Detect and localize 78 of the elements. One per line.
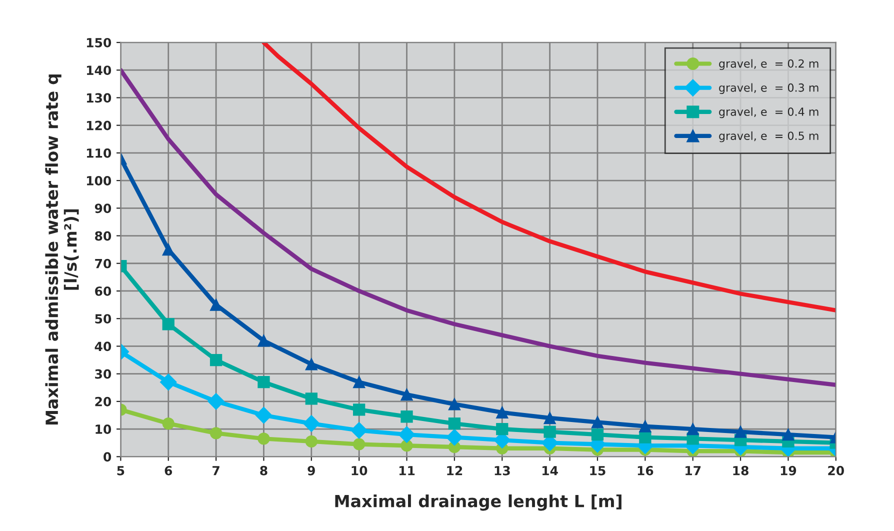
x-tick-label: 14 (542, 466, 558, 476)
y-tick-label: 80 (95, 231, 112, 241)
legend-label: gravel, e = 0.2 m (719, 59, 818, 70)
y-tick-label: 150 (86, 38, 112, 48)
y-tick-label: 40 (94, 342, 112, 352)
point (350, 422, 368, 439)
x-tick-label: 19 (780, 466, 796, 476)
point (353, 404, 366, 416)
point (400, 388, 413, 401)
y-tick-label: 120 (86, 120, 112, 130)
point (448, 417, 461, 430)
x-tick-label: 20 (828, 466, 844, 476)
point (160, 374, 177, 390)
point (734, 426, 747, 438)
y-tick-label: 90 (94, 204, 112, 214)
point (305, 392, 318, 405)
point (258, 376, 270, 388)
point (258, 334, 270, 347)
point (639, 431, 652, 444)
legend-label: gravel, e = 0.3 m (719, 83, 818, 94)
point (353, 376, 366, 388)
x-tick-label: 18 (733, 466, 748, 476)
point (255, 406, 272, 424)
x-tick-label: 9 (308, 466, 315, 476)
x-tick-label: 16 (638, 466, 654, 476)
y-tick-label: 70 (95, 258, 112, 268)
point (162, 243, 174, 256)
line-series (120, 68, 836, 387)
point (448, 398, 461, 410)
y-tick-label: 20 (95, 396, 112, 406)
y-tick-label: 0 (104, 452, 112, 462)
point (544, 426, 556, 438)
x-tick-label: 7 (212, 466, 220, 476)
point (400, 440, 413, 452)
point (544, 412, 556, 424)
point (303, 415, 320, 432)
x-tick-label: 5 (117, 466, 124, 476)
x-tick-label: 15 (590, 466, 606, 476)
point (258, 432, 270, 445)
y-tick-label: 30 (95, 369, 112, 379)
x-tick-label: 6 (164, 466, 172, 476)
point (210, 354, 222, 366)
x-tick-label: 12 (447, 466, 462, 476)
legend-label: gravel, e = 0.4 m (719, 107, 818, 118)
y-tick-label: 140 (86, 66, 112, 76)
point (496, 406, 508, 419)
point (210, 298, 222, 311)
point (162, 417, 174, 430)
x-tick-label: 10 (352, 466, 368, 476)
point (400, 410, 413, 423)
x-tick-label: 11 (399, 466, 415, 476)
point (446, 428, 463, 446)
y-axis-title: Maximal admissible water flow rate q [l/s(.m²)] (45, 74, 79, 425)
y-tick-label: 100 (86, 176, 112, 186)
line-series (262, 42, 836, 312)
point (591, 428, 604, 441)
point (782, 428, 794, 441)
point (398, 426, 416, 443)
point (353, 438, 366, 450)
y-tick-label: 50 (95, 314, 112, 324)
point (305, 358, 318, 370)
legend-label: gravel, e = 0.5 m (719, 131, 818, 142)
point (305, 435, 318, 448)
x-tick-label: 13 (494, 466, 510, 476)
point (162, 318, 174, 330)
x-tick-label: 8 (260, 466, 268, 476)
y-tick-label: 130 (86, 93, 112, 103)
x-axis-title: Maximal drainage lenght L [m] (335, 494, 622, 511)
point (210, 427, 222, 440)
point (208, 393, 224, 410)
point (686, 422, 699, 436)
y-tick-label: 110 (86, 148, 112, 158)
point (591, 416, 604, 428)
y-tick-label: 10 (96, 424, 112, 434)
point (496, 422, 508, 436)
x-tick-label: 17 (686, 466, 701, 476)
y-tick-label: 60 (95, 286, 112, 296)
point (639, 420, 652, 432)
